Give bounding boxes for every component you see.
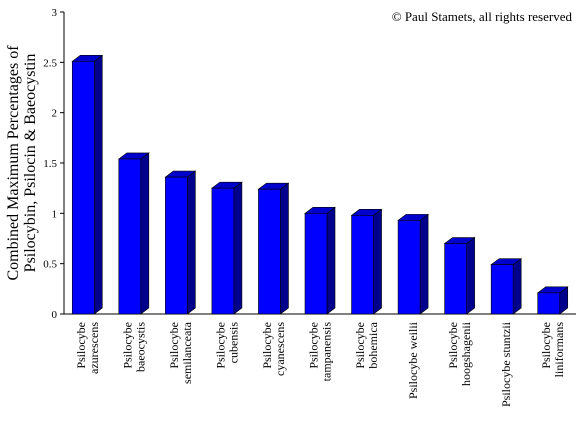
x-tick-label-line: Psilocybe [120, 322, 134, 369]
bar [490, 264, 514, 315]
x-tick-label: Psilocybesemilanceata [167, 321, 194, 384]
x-tick-label-line: Psilocybe [213, 322, 227, 369]
y-tick-label: 3 [52, 7, 58, 19]
y-tick-label: 2.5 [43, 57, 57, 69]
y-axis-label: Psilocybin, Psilocin & Baeocystin [22, 54, 39, 273]
x-tick-label-line: Psilocybe [353, 322, 367, 369]
x-tick-label-line: Psilocybe [74, 322, 88, 369]
y-tick-label: 0.5 [43, 259, 57, 271]
bar [71, 61, 95, 315]
x-tick-label-line: baeocystis [133, 322, 147, 372]
bar-side [326, 206, 336, 315]
x-tick-label-line: hoogshagenii [459, 321, 473, 386]
bar-side [419, 213, 429, 315]
x-tick-label-line: Psilocybe [446, 322, 460, 369]
x-tick-label-line: azurescens [87, 322, 101, 374]
bar [444, 243, 467, 315]
x-tick-label-line: Psilocybe weilii [406, 321, 420, 399]
bar-side [373, 208, 382, 315]
bar [211, 187, 235, 315]
y-tick-label: 1.5 [43, 158, 57, 170]
bar-side [233, 181, 243, 315]
x-tick-label: Psilocybebohemica [353, 321, 380, 368]
bar-side [140, 152, 150, 315]
x-tick-label-line: Psilocybe [307, 322, 321, 369]
annotation: © Paul Stamets, all rights reserved [392, 9, 573, 24]
bar-side [187, 170, 196, 315]
x-tick-label-line: tampanensis [320, 322, 334, 382]
bar-side [512, 258, 522, 315]
bar [351, 215, 374, 315]
y-tick-label: 0 [52, 309, 58, 321]
bar [258, 188, 281, 315]
bar-side [93, 54, 103, 315]
x-tick-label-line: bohemica [366, 321, 380, 368]
x-tick-label-line: semilanceata [180, 321, 194, 384]
bar [165, 176, 188, 315]
x-tick-label: Psilocybecubensis [213, 322, 240, 369]
x-tick-label-line: liniformans [552, 322, 566, 378]
x-tick-label-line: cyanescens [273, 322, 287, 376]
x-tick-label: Psilocybeliniformans [539, 322, 566, 378]
x-tick-label-line: Psilocybe [167, 322, 181, 369]
x-tick-label: Psilocybetampanensis [307, 322, 334, 382]
y-tick-label: 1 [52, 208, 58, 220]
bar [304, 213, 328, 315]
x-tick-label-line: cubensis [226, 322, 240, 364]
x-tick-label: Psilocybe stuntzii [499, 321, 513, 407]
bar-side [280, 182, 289, 315]
bar [397, 220, 421, 315]
y-tick-label: 2 [52, 108, 58, 120]
bar-side [466, 236, 475, 315]
x-tick-label-line: Psilocybe [260, 322, 274, 369]
bar [118, 158, 142, 315]
x-tick-label-line: Psilocybe stuntzii [499, 321, 513, 407]
x-tick-label: Psilocybebaeocystis [120, 322, 147, 372]
x-tick-label: Psilocybecyanescens [260, 322, 287, 376]
y-axis-label: Combined Maximum Percentages of [5, 45, 22, 281]
x-tick-label: Psilocybeazurescens [74, 322, 101, 374]
x-tick-label: Psilocybe weilii [406, 321, 420, 399]
bar [537, 292, 561, 315]
x-tick-label: Psilocybehoogshagenii [446, 321, 473, 386]
x-tick-label-line: Psilocybe [539, 322, 553, 369]
